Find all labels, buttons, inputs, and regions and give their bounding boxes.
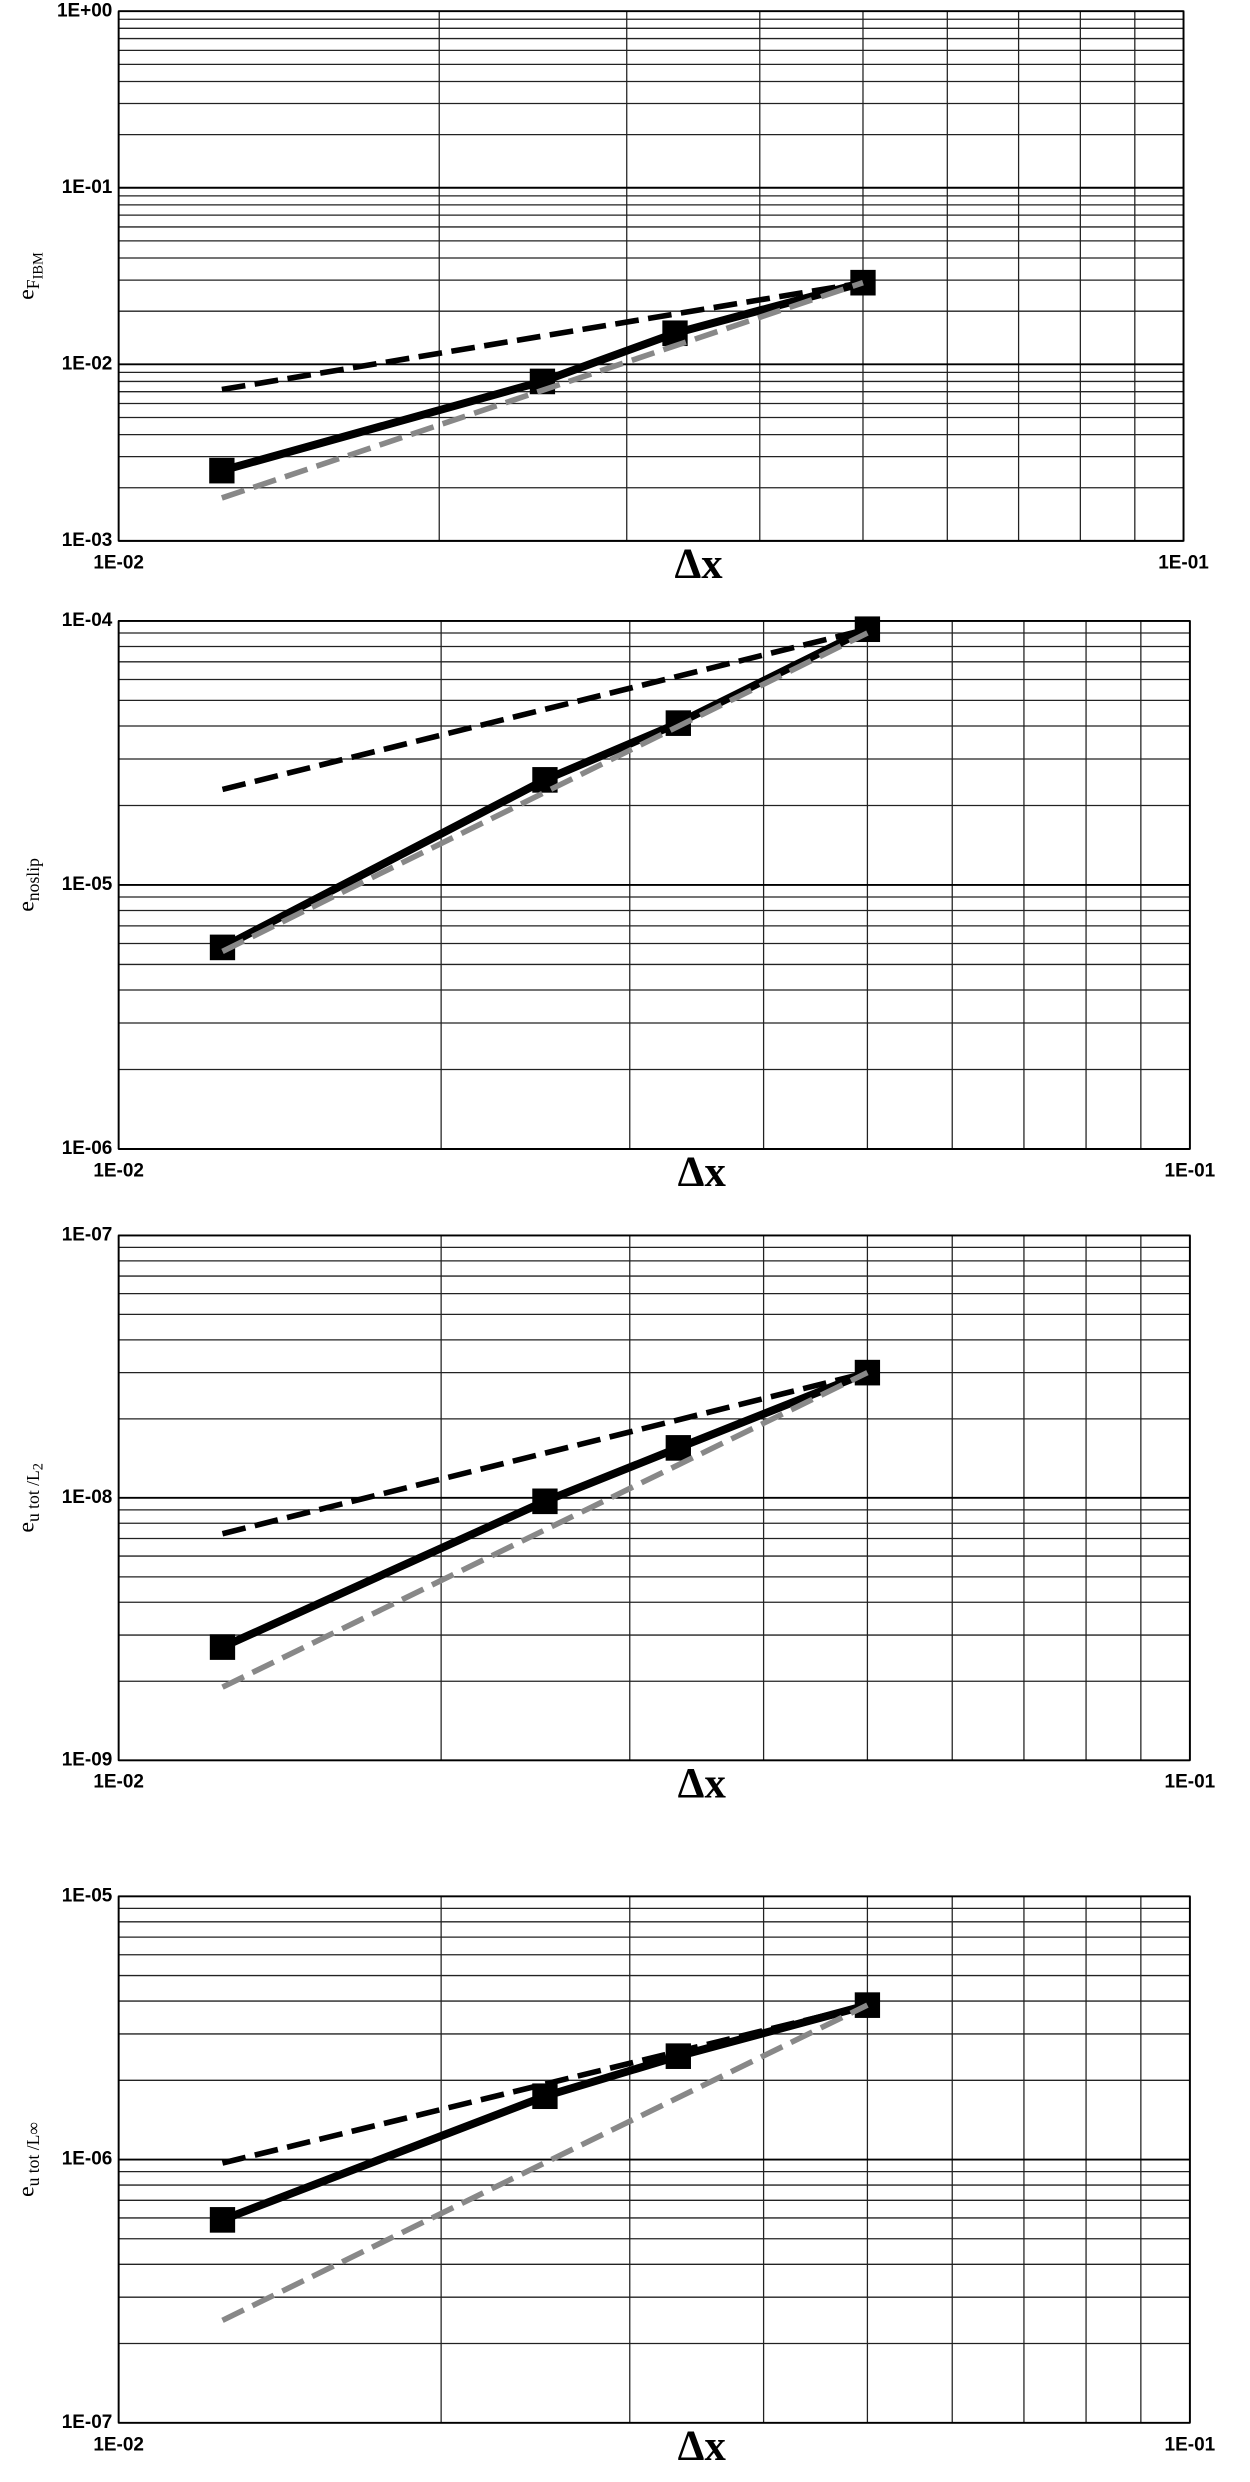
x-tick-label: 1E-01 [1158, 552, 1209, 573]
y-tick-label: 1E-07 [62, 2412, 113, 2433]
series-line [220, 1368, 869, 1651]
marker [209, 457, 235, 484]
y-tick-label: 1E-05 [62, 874, 113, 895]
y-axis-label: eu tot /L2 [14, 1463, 47, 1533]
x-tick-label: 1E-02 [93, 552, 144, 573]
y-axis-label-sub: F [23, 279, 43, 289]
y-tick-label: 1E-06 [62, 1138, 113, 1159]
x-axis-label: Δx [675, 541, 724, 588]
y-tick-label: 1E-04 [62, 610, 113, 631]
series-line [221, 626, 869, 793]
series-line [221, 1370, 869, 1690]
y-tick-label: 1E+00 [57, 0, 112, 21]
series-line [220, 278, 865, 475]
series-line [221, 279, 864, 393]
y-tick-label: 1E-07 [62, 1224, 113, 1245]
series-line [221, 2002, 869, 2166]
y-axis-label: enoslip [14, 858, 43, 912]
plot-area [117, 10, 1185, 542]
marker [209, 1634, 236, 1660]
y-axis-label-sub: noslip [23, 858, 43, 901]
y-axis-label-sub: u tot /L∞ [23, 2122, 43, 2186]
series-line [220, 625, 870, 951]
marker [854, 1359, 881, 1386]
marker [665, 1435, 691, 1461]
marker [854, 1992, 881, 2018]
y-axis-label-subsub: IBM [31, 252, 47, 279]
y-tick-label: 1E-02 [62, 353, 113, 374]
y-axis-label-main: e [14, 2186, 40, 2197]
series-line [221, 2002, 869, 2323]
series-line [221, 630, 869, 954]
y-axis-label-subsub: 2 [31, 1463, 47, 1470]
y-tick-label: 1E-09 [62, 1749, 113, 1770]
y-axis-label-main: e [14, 289, 40, 300]
marker [209, 2207, 236, 2233]
x-tick-label: 1E-02 [93, 2434, 144, 2455]
series-line [220, 280, 864, 501]
y-tick-label: 1E-01 [62, 177, 113, 198]
series-line [221, 1369, 869, 1537]
x-tick-label: 1E-02 [93, 1160, 144, 1181]
x-tick-label: 1E-01 [1165, 2434, 1216, 2455]
x-tick-label: 1E-01 [1165, 1160, 1216, 1181]
y-axis-label: eu tot /L∞ [14, 2122, 43, 2197]
y-tick-label: 1E-05 [62, 1885, 113, 1906]
x-tick-label: 1E-02 [93, 1772, 144, 1793]
y-tick-label: 1E-06 [62, 2149, 113, 2170]
x-tick-label: 1E-01 [1165, 1772, 1216, 1793]
y-axis-label: eFIBM [14, 252, 47, 300]
x-axis-label: Δx [678, 1149, 727, 1196]
y-axis-label-main: e [14, 1522, 40, 1533]
y-tick-label: 1E-08 [62, 1487, 113, 1508]
y-axis-label-main: e [14, 901, 40, 912]
y-axis-label-sub: u tot /L [23, 1470, 43, 1522]
marker [532, 1488, 558, 1515]
y-tick-label: 1E-03 [62, 530, 113, 551]
x-axis-label: Δx [678, 2423, 727, 2470]
x-axis-label: Δx [678, 1760, 727, 1807]
